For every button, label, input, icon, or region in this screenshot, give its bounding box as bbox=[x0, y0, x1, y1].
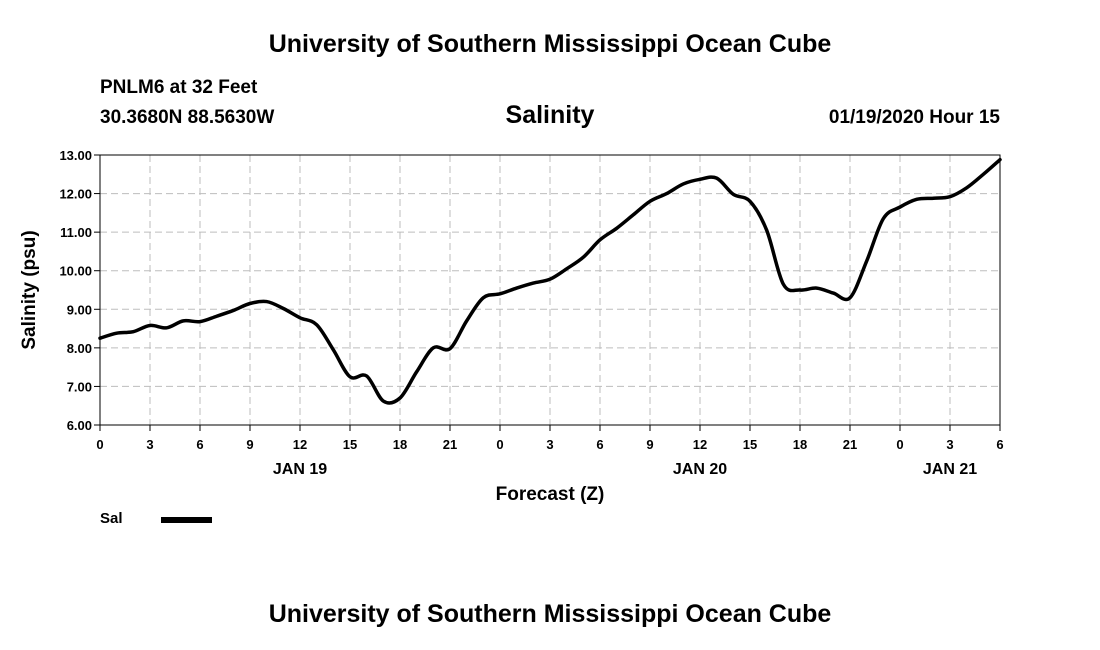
x-tick-label: 12 bbox=[693, 437, 707, 452]
timestamp-label: 01/19/2020 Hour 15 bbox=[828, 107, 1000, 128]
chart-title: Salinity bbox=[505, 101, 595, 129]
y-tick-label: 10.00 bbox=[59, 264, 92, 279]
legend-label: Sal bbox=[100, 510, 123, 527]
station-label: PNLM6 at 32 Feet bbox=[100, 77, 258, 98]
y-tick-label: 7.00 bbox=[67, 379, 92, 394]
x-tick-label: 3 bbox=[546, 437, 553, 452]
x-date-label: JAN 20 bbox=[673, 461, 727, 478]
x-tick-label: 18 bbox=[793, 437, 807, 452]
x-tick-label: 3 bbox=[146, 437, 153, 452]
coordinates-label: 30.3680N 88.5630W bbox=[100, 107, 275, 128]
x-tick-label: 21 bbox=[843, 437, 857, 452]
y-tick-label: 8.00 bbox=[67, 341, 92, 356]
x-axis-label: Forecast (Z) bbox=[496, 484, 605, 505]
y-tick-label: 13.00 bbox=[59, 148, 92, 163]
y-tick-label: 11.00 bbox=[60, 225, 92, 240]
x-tick-label: 6 bbox=[596, 437, 603, 452]
x-tick-label: 9 bbox=[646, 437, 653, 452]
y-axis-label: Salinity (psu) bbox=[19, 230, 40, 349]
x-tick-label: 0 bbox=[496, 437, 503, 452]
x-tick-label: 12 bbox=[293, 437, 307, 452]
footer-title: University of Southern Mississippi Ocean… bbox=[268, 600, 832, 628]
y-tick-label: 9.00 bbox=[67, 302, 92, 317]
x-tick-label: 9 bbox=[246, 437, 253, 452]
series-line-sal bbox=[98, 157, 1002, 405]
x-tick-label: 18 bbox=[393, 437, 407, 452]
plot-frame bbox=[99, 154, 1001, 426]
x-date-label: JAN 19 bbox=[273, 461, 327, 478]
page-title: University of Southern Mississippi Ocean… bbox=[268, 30, 832, 58]
x-tick-label: 15 bbox=[343, 437, 357, 452]
x-date-label: JAN 21 bbox=[923, 461, 977, 478]
y-tick-label: 12.00 bbox=[59, 187, 92, 202]
x-tick-label: 15 bbox=[743, 437, 757, 452]
x-tick-label: 6 bbox=[996, 437, 1003, 452]
x-tick-label: 6 bbox=[196, 437, 203, 452]
legend-swatch bbox=[161, 517, 212, 523]
x-tick-label: 21 bbox=[443, 437, 457, 452]
y-tick-label: 6.00 bbox=[67, 418, 92, 433]
x-tick-label: 3 bbox=[946, 437, 953, 452]
x-tick-label: 0 bbox=[896, 437, 903, 452]
x-tick-label: 0 bbox=[96, 437, 103, 452]
